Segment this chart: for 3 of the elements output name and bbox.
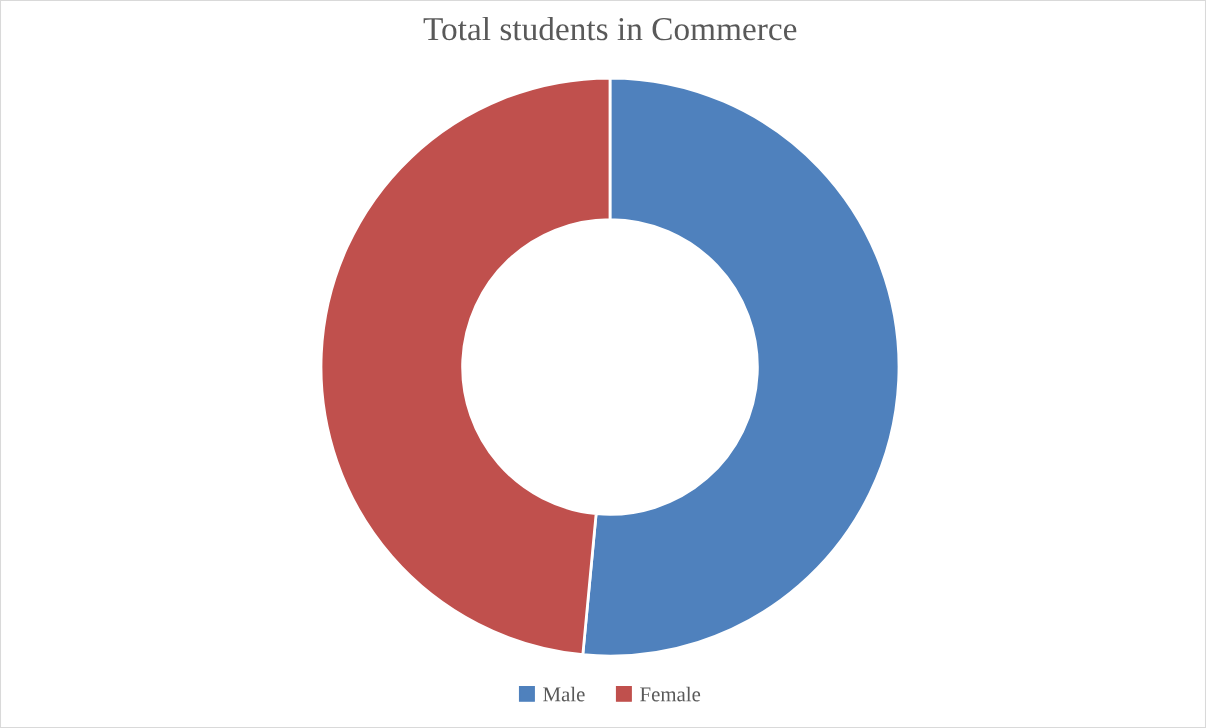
legend-label: Male: [543, 686, 585, 702]
chart-title: Total students in Commerce: [423, 16, 797, 41]
legend-label: Female: [640, 686, 701, 702]
